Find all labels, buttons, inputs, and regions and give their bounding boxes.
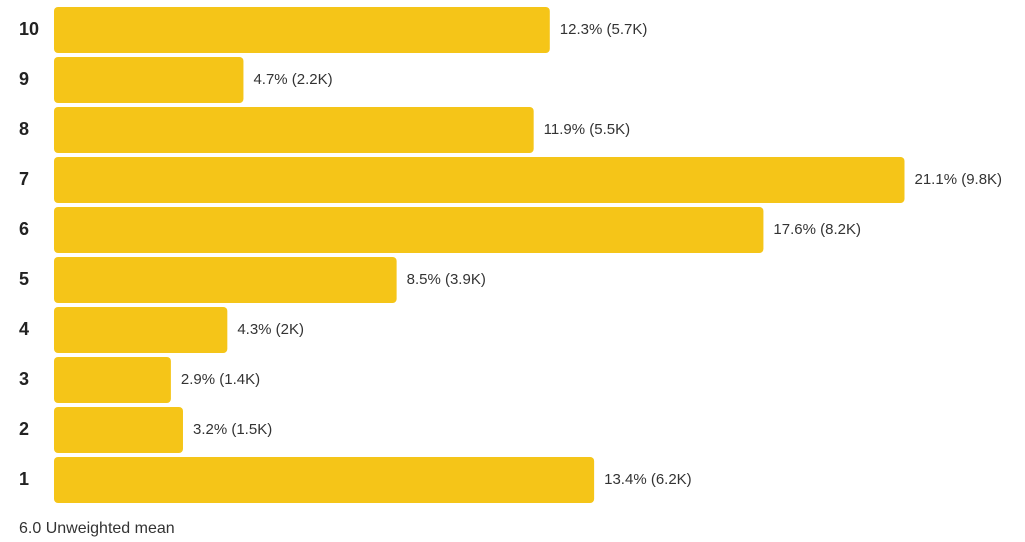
bar (54, 307, 228, 353)
rating-label: 6 (19, 219, 29, 239)
rating-label: 4 (19, 319, 29, 339)
bar (54, 457, 595, 503)
bar-value-label: 8.5% (3.9K) (407, 271, 486, 288)
bar (54, 7, 550, 53)
bar (54, 57, 244, 103)
unweighted-mean-label: 6.0 Unweighted mean (19, 520, 175, 537)
bar-value-label: 4.3% (2K) (237, 321, 304, 338)
bar-value-label: 3.2% (1.5K) (193, 421, 272, 438)
bar (54, 407, 183, 453)
bar (54, 257, 397, 303)
bar-value-label: 17.6% (8.2K) (773, 221, 861, 238)
bar (54, 157, 905, 203)
bar-value-label: 12.3% (5.7K) (560, 21, 648, 38)
rating-label: 9 (19, 69, 29, 89)
rating-label: 3 (19, 369, 29, 389)
bar (54, 107, 534, 153)
rating-label: 2 (19, 419, 29, 439)
rating-label: 8 (19, 119, 29, 139)
bar (54, 357, 171, 403)
bar-value-label: 13.4% (6.2K) (604, 471, 692, 488)
rating-label: 1 (19, 469, 29, 489)
bar-value-label: 11.9% (5.5K) (544, 121, 630, 138)
bar-value-label: 4.7% (2.2K) (253, 71, 332, 88)
rating-label: 7 (19, 169, 29, 189)
bar-value-label: 2.9% (1.4K) (181, 371, 260, 388)
rating-label: 5 (19, 269, 29, 289)
bar (54, 207, 764, 253)
bar-value-label: 21.1% (9.8K) (915, 171, 1003, 188)
rating-label: 10 (19, 19, 39, 39)
rating-bar-chart: 10 12.3% (5.7K) 9 4.7% (2.2K) 8 11.9% (5.5K) 7… (19, 7, 1003, 503)
